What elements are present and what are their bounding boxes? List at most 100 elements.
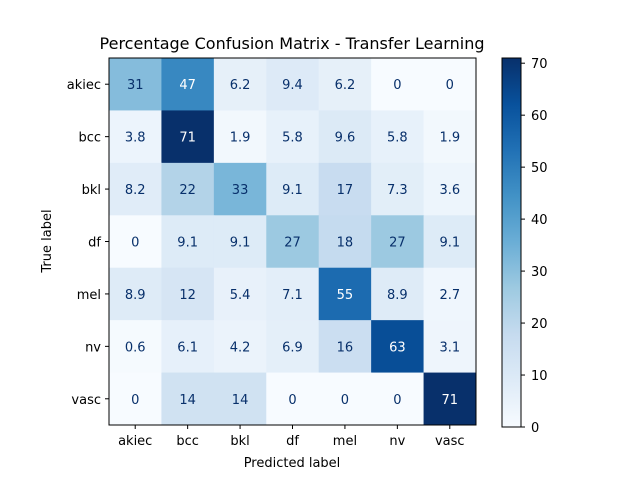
cell-value-label: 71 — [179, 131, 196, 146]
cell-value-label: 17 — [337, 183, 354, 198]
colorbar-tick-label: 20 — [531, 317, 548, 332]
heatmap-cell — [423, 215, 477, 269]
heatmap-cell — [161, 110, 215, 164]
heatmap-cell — [161, 372, 215, 426]
heatmap-cell — [161, 267, 215, 321]
cell-value-label: 6.2 — [335, 78, 356, 93]
cell-value-label: 63 — [389, 340, 406, 355]
colorbar-tick-label: 60 — [531, 109, 548, 124]
y-tick-label: df — [88, 236, 101, 251]
chart-title: Percentage Confusion Matrix - Transfer L… — [100, 34, 485, 53]
heatmap-cell — [213, 372, 267, 426]
y-axis-label: True label — [40, 209, 55, 273]
cell-value-label: 6.9 — [282, 340, 303, 355]
heatmap-cell — [423, 267, 477, 321]
heatmap-cell — [371, 215, 425, 269]
cell-value-label: 5.8 — [282, 131, 303, 146]
heatmap-cell — [318, 215, 372, 269]
cell-value-label: 12 — [179, 288, 196, 303]
heatmap-cell — [213, 58, 267, 111]
x-tick-label: bcc — [176, 434, 199, 449]
y-tick-label: vasc — [71, 393, 101, 408]
heatmap-cell — [266, 320, 320, 374]
heatmap-cell — [213, 110, 267, 164]
heatmap-cell — [266, 110, 320, 164]
cell-value-label: 2.7 — [439, 288, 460, 303]
colorbar-tick-label: 50 — [531, 161, 548, 176]
cell-value-label: 1.9 — [230, 131, 251, 146]
y-tick-label: bcc — [78, 131, 101, 146]
cell-value-label: 8.9 — [125, 288, 146, 303]
y-tick-label: mel — [77, 288, 101, 303]
heatmap-cell — [318, 110, 372, 164]
cell-value-label: 9.1 — [230, 236, 251, 251]
heatmap-cell — [371, 320, 425, 374]
cell-value-label: 9.1 — [177, 236, 198, 251]
cell-value-label: 8.9 — [387, 288, 408, 303]
cell-value-label: 47 — [179, 78, 196, 93]
heatmap-cell — [423, 58, 477, 111]
cell-value-label: 22 — [179, 183, 196, 198]
heatmap-cell — [318, 267, 372, 321]
heatmap-cell — [371, 110, 425, 164]
cell-value-label: 3.6 — [439, 183, 460, 198]
heatmap-cell — [109, 162, 162, 216]
x-tick-label: vasc — [435, 434, 465, 449]
cell-value-label: 55 — [337, 288, 354, 303]
colorbar-tick-label: 10 — [531, 369, 548, 384]
heatmap-cell — [423, 372, 477, 426]
x-tick-label: nv — [389, 434, 405, 449]
heatmap-cell — [266, 372, 320, 426]
colorbar — [501, 57, 522, 428]
heatmap-cell — [266, 162, 320, 216]
cell-value-label: 8.2 — [125, 183, 146, 198]
heatmap-cell — [371, 162, 425, 216]
heatmap-cell — [213, 267, 267, 321]
cell-value-label: 14 — [179, 393, 196, 408]
heatmap-cell — [161, 215, 215, 269]
cell-value-label: 27 — [389, 236, 406, 251]
cell-value-label: 5.4 — [230, 288, 251, 303]
heatmap-cell — [371, 58, 425, 111]
heatmap-cells — [109, 58, 477, 426]
cell-value-label: 27 — [284, 236, 301, 251]
heatmap-cell — [109, 320, 162, 374]
cell-value-label: 18 — [337, 236, 354, 251]
cell-value-labels: 31 47 6.2 9.4 6.2 0 0 3.8 71 1.9 5.8 9.6 5.8 1.9 8.2 22… — [125, 78, 460, 408]
cell-value-label: 0 — [446, 78, 454, 93]
cell-value-label: 9.4 — [282, 78, 303, 93]
cell-value-label: 9.1 — [439, 236, 460, 251]
x-axis-ticks: akiec bcc bkl df mel nv vasc — [118, 425, 465, 449]
heatmap-cell — [423, 162, 477, 216]
heatmap-cell — [109, 110, 162, 164]
heatmap-cell — [318, 162, 372, 216]
cell-value-label: 16 — [337, 340, 354, 355]
cell-value-label: 0 — [288, 393, 296, 408]
cell-value-label: 6.2 — [230, 78, 251, 93]
y-tick-label: akiec — [67, 78, 101, 93]
heatmap-cell — [213, 320, 267, 374]
heatmap-cell — [371, 267, 425, 321]
cell-value-label: 0 — [131, 236, 139, 251]
colorbar-ticks: 0 10 20 30 40 50 60 70 — [521, 57, 548, 436]
heatmap-cell — [318, 58, 372, 111]
colorbar-tick-label: 70 — [531, 57, 548, 72]
y-tick-label: bkl — [82, 183, 101, 198]
cell-value-label: 0 — [393, 78, 401, 93]
heatmap-cell — [161, 320, 215, 374]
heatmap-cell — [109, 58, 162, 111]
heatmap-cell — [161, 58, 215, 111]
cell-value-label: 5.8 — [387, 131, 408, 146]
heatmap-cell — [109, 267, 162, 321]
cell-value-label: 3.1 — [439, 340, 460, 355]
cell-value-label: 0 — [393, 393, 401, 408]
y-axis-ticks: akiec bcc bkl df mel nv vasc — [67, 78, 109, 408]
y-tick-label: nv — [85, 340, 101, 355]
cell-value-label: 0 — [131, 393, 139, 408]
heatmap-cell — [213, 162, 267, 216]
x-axis-label: Predicted label — [244, 456, 341, 471]
colorbar-tick-label: 40 — [531, 213, 548, 228]
heatmap-cell — [266, 58, 320, 111]
